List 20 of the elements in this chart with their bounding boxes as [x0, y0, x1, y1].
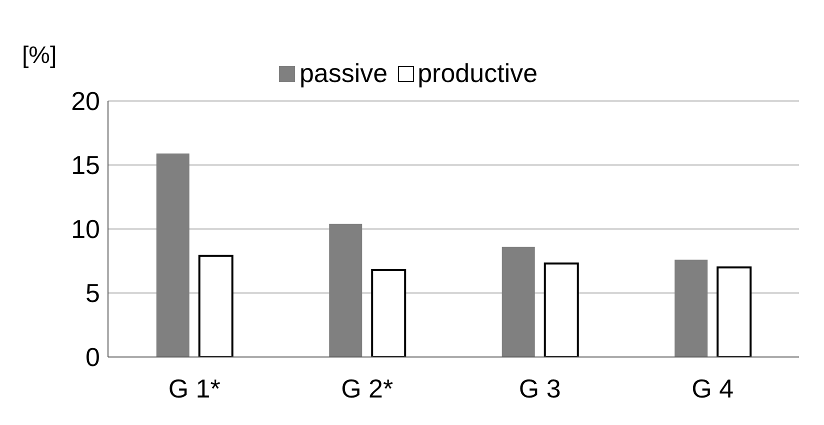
x-tick-label: G 1*	[168, 373, 220, 404]
bar	[156, 153, 190, 357]
bar	[674, 260, 708, 357]
y-tick-label: 5	[86, 278, 100, 308]
bar	[371, 268, 406, 357]
x-tick-label: G 3	[518, 373, 561, 404]
y-tick-label: 20	[71, 86, 100, 116]
legend-label: passive	[299, 58, 388, 89]
legend-label: productive	[418, 58, 538, 89]
y-axis-title: [%]	[22, 42, 57, 70]
bar	[544, 262, 579, 357]
bar	[716, 266, 752, 357]
y-tick-label: 10	[71, 214, 100, 244]
y-tick-label: 0	[86, 342, 100, 372]
x-tick-label: G 2*	[341, 373, 394, 404]
bar	[198, 254, 234, 357]
x-tick-label: G 4	[692, 373, 734, 404]
bar	[329, 224, 362, 357]
y-tick-label: 15	[71, 150, 100, 180]
bar	[502, 246, 535, 357]
